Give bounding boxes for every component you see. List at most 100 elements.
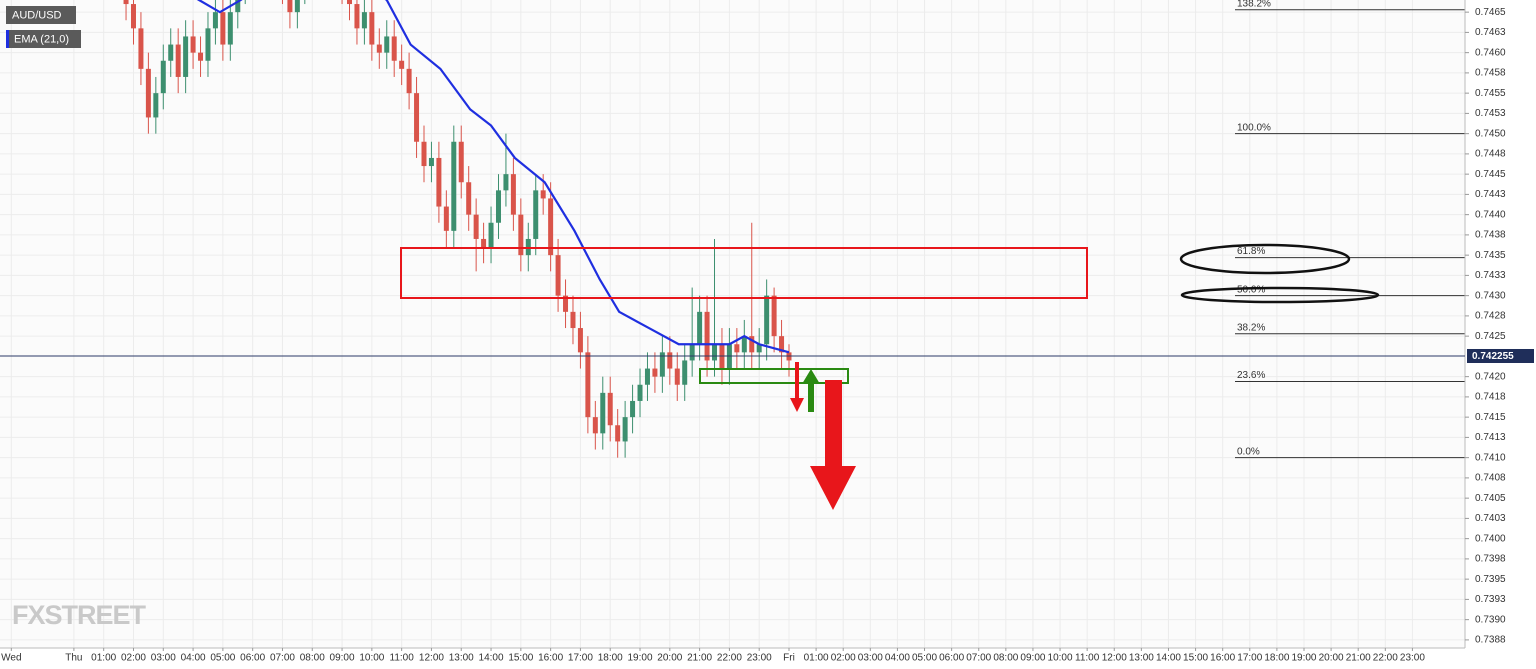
candle-body [153,93,159,118]
fib-ellipse [1180,286,1380,304]
y-tick-label: 0.7388 [1475,635,1506,646]
current-price-box [1467,348,1534,363]
x-tick-label: 15:00 [508,653,533,664]
x-tick-label: 17:00 [568,653,593,664]
candle-body [622,417,628,442]
candle-body [220,12,226,45]
candle-body [495,190,501,223]
candle-body [287,0,293,13]
y-tick-label: 0.7390 [1475,614,1506,625]
price-series [123,0,792,458]
x-tick-label: 12:00 [1102,653,1127,664]
x-tick-label: 13:00 [1129,653,1154,664]
candle-body [227,12,233,45]
candle-body [644,368,650,385]
candle-body [652,368,658,377]
candle-body [607,392,613,426]
candle-body [473,214,479,239]
x-tick-label: 23:00 [1400,653,1425,664]
x-tick-label: 02:00 [831,653,856,664]
candle-body [659,352,665,377]
fib-label: 61.8% [1237,246,1265,257]
x-tick-label: 02:00 [121,653,146,664]
y-tick-label: 0.7450 [1475,128,1506,139]
candle-body [168,44,174,61]
candle-body [436,157,442,207]
x-tick-label: 08:00 [993,653,1018,664]
candle-body [585,352,591,418]
y-tick-label: 0.7393 [1475,594,1506,605]
fib-label: 50.0% [1237,284,1265,295]
candle-body [347,0,353,5]
candle-body [533,190,539,239]
legend: AUD/USD EMA (21,0) [6,6,81,48]
x-tick-label: 01:00 [91,653,116,664]
candle-body [458,141,464,183]
candle-body [600,392,606,434]
y-tick-label: 0.7440 [1475,209,1506,220]
x-tick-label: 10:00 [359,653,384,664]
x-tick-label: 07:00 [270,653,295,664]
x-tick-label: 05:00 [210,653,235,664]
candle-body [212,12,218,29]
fib-label: 23.6% [1237,370,1265,381]
candle-body [466,182,472,215]
y-tick-label: 0.7415 [1475,412,1506,423]
candle-body [361,12,367,29]
candle-body [712,344,718,361]
legend-swatch [6,30,9,48]
ema-line [196,0,790,354]
fib-label: 0.0% [1237,446,1260,457]
x-tick-label: 20:00 [1319,653,1344,664]
candle-body [779,336,785,353]
x-tick-label: 03:00 [858,653,883,664]
x-tick-label: 05:00 [912,653,937,664]
resistance-box [400,247,1088,299]
candle-body [570,311,576,329]
y-tick-label: 0.7425 [1475,331,1506,342]
x-tick-label: 22:00 [1373,653,1398,664]
y-tick-label: 0.7443 [1475,189,1506,200]
candle-body [518,214,524,256]
candle-body [667,352,673,369]
x-tick-label: 18:00 [598,653,623,664]
x-tick-label: 21:00 [687,653,712,664]
y-tick-label: 0.7400 [1475,533,1506,544]
candle-body [756,344,762,353]
x-tick-label: 19:00 [628,653,653,664]
fib-label: 138.2% [1237,0,1271,9]
candle-body [376,44,382,53]
candle-body [183,36,189,77]
x-tick-label: 15:00 [1183,653,1208,664]
x-tick-label: 04:00 [181,653,206,664]
fibonacci-levels: 138.2% 100.0% 61.8% 50.0% 38.2% 23.6% 0.0% [1235,0,1465,459]
candle-body [481,238,487,248]
x-tick-label: 16:00 [1210,653,1235,664]
y-tick-label: 0.7408 [1475,473,1506,484]
y-tick-label: 0.7448 [1475,149,1506,160]
y-tick-label: 0.7458 [1475,68,1506,79]
legend-box [6,30,81,48]
candle-body [577,328,583,353]
candle-body [682,360,688,385]
y-tick-label: 0.7428 [1475,311,1506,322]
x-tick-label: 11:00 [390,653,415,664]
y-tick-label: 0.7430 [1475,290,1506,301]
candle-body [548,198,554,256]
x-tick-label: 22:00 [717,653,742,664]
candle-body [354,4,360,29]
candle-body [704,311,710,361]
y-tick-label: 0.7435 [1475,250,1506,261]
x-tick-label: 21:00 [1346,653,1371,664]
x-tick-label: 09:00 [1020,653,1045,664]
legend-label: AUD/USD [12,9,62,21]
candle-body [130,4,136,29]
y-tick-label: 0.7433 [1475,270,1506,281]
x-tick-label: Fri [783,653,795,664]
x-tick-label: 16:00 [538,653,563,664]
candle-body [190,36,196,53]
candle-body [205,28,211,61]
y-tick-label: 0.7460 [1475,47,1506,58]
